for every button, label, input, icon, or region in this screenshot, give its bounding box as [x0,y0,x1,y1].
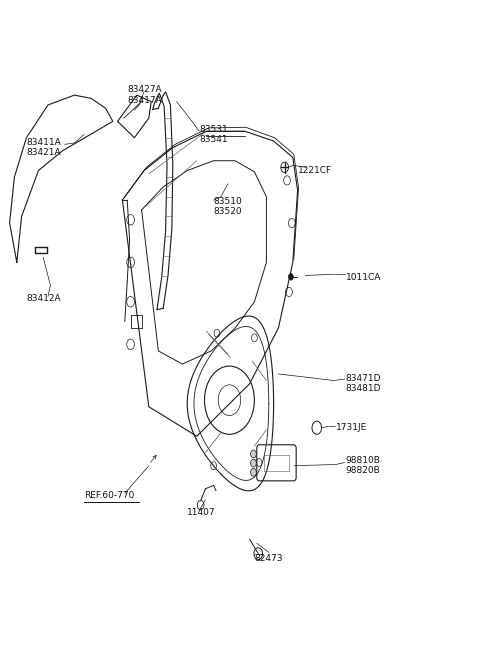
Circle shape [251,450,256,458]
Text: 82473: 82473 [254,554,283,564]
Text: 1221CF: 1221CF [298,166,332,175]
Text: 83427A
83417A: 83427A 83417A [127,85,162,105]
Text: 83531
83541: 83531 83541 [199,125,228,144]
Text: 83412A: 83412A [26,294,61,303]
Text: 83510
83520: 83510 83520 [214,197,242,216]
Text: 83471D
83481D: 83471D 83481D [346,374,381,394]
Text: 98810B
98820B: 98810B 98820B [346,456,381,476]
Text: 11407: 11407 [187,508,216,518]
Text: 83411A
83421A: 83411A 83421A [26,138,61,157]
Text: 1011CA: 1011CA [346,273,381,282]
Circle shape [251,468,256,476]
Text: 1731JE: 1731JE [336,423,367,432]
Circle shape [251,459,256,467]
Circle shape [288,274,293,280]
Text: REF.60-770: REF.60-770 [84,491,134,500]
